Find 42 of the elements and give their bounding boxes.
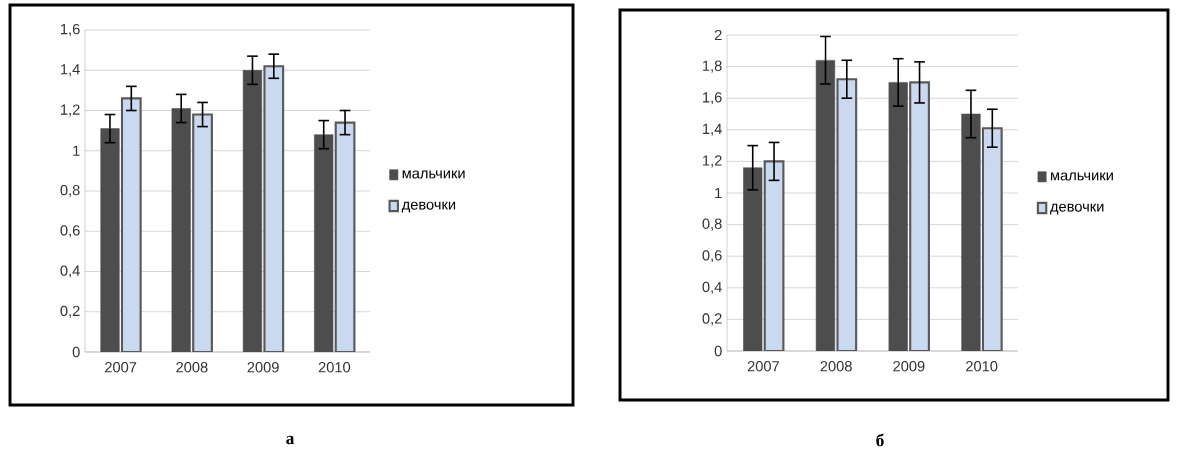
y-tick-label: 0 (72, 346, 80, 358)
bar (909, 81, 930, 351)
y-tick-label: 1,8 (703, 60, 722, 73)
legend-label: мальчики (402, 170, 465, 179)
x-tick-label: 2007 (105, 362, 137, 373)
bar (120, 97, 142, 352)
y-tick-label: 1 (73, 145, 80, 156)
legend-label: девочки (401, 201, 456, 213)
y-tick-label: 0,2 (60, 305, 80, 318)
x-tick-label: 2010 (966, 361, 998, 372)
bar (836, 78, 858, 351)
y-tick-label: 0,4 (702, 281, 722, 294)
y-tick-label: 2 (714, 29, 722, 41)
y-tick-label: 0,6 (60, 225, 80, 238)
y-tick-label: 0 (714, 345, 722, 357)
bar (334, 121, 356, 352)
y-tick-label: 0,2 (702, 313, 722, 326)
x-tick-label: 2009 (893, 361, 925, 372)
y-tick-label: 1,4 (703, 123, 722, 136)
y-tick-label: 1 (715, 187, 722, 199)
x-tick-label: 2010 (318, 362, 351, 373)
bar (981, 127, 1003, 351)
bar (192, 113, 213, 352)
y-tick-label: 0,4 (60, 265, 80, 278)
y-tick-label: 1,2 (61, 104, 80, 117)
bar (763, 160, 785, 351)
text: б (876, 433, 884, 447)
y-tick-label: 1,2 (703, 155, 722, 168)
legend-label: мальчики (1051, 172, 1113, 181)
y-tick-label: 0,8 (60, 184, 80, 198)
x-tick-label: 2008 (176, 362, 208, 373)
legend-label: девочки (1050, 203, 1104, 215)
y-tick-label: 0,8 (702, 218, 722, 231)
text: а (286, 435, 295, 445)
y-tick-label: 1,6 (61, 23, 80, 37)
y-tick-label: 1,4 (61, 64, 80, 77)
x-tick-label: 2007 (747, 361, 779, 372)
y-tick-label: 0,6 (702, 250, 722, 263)
bar (263, 65, 285, 352)
x-tick-label: 2009 (247, 362, 279, 373)
y-tick-label: 1,6 (703, 92, 722, 105)
x-tick-label: 2008 (820, 361, 852, 372)
